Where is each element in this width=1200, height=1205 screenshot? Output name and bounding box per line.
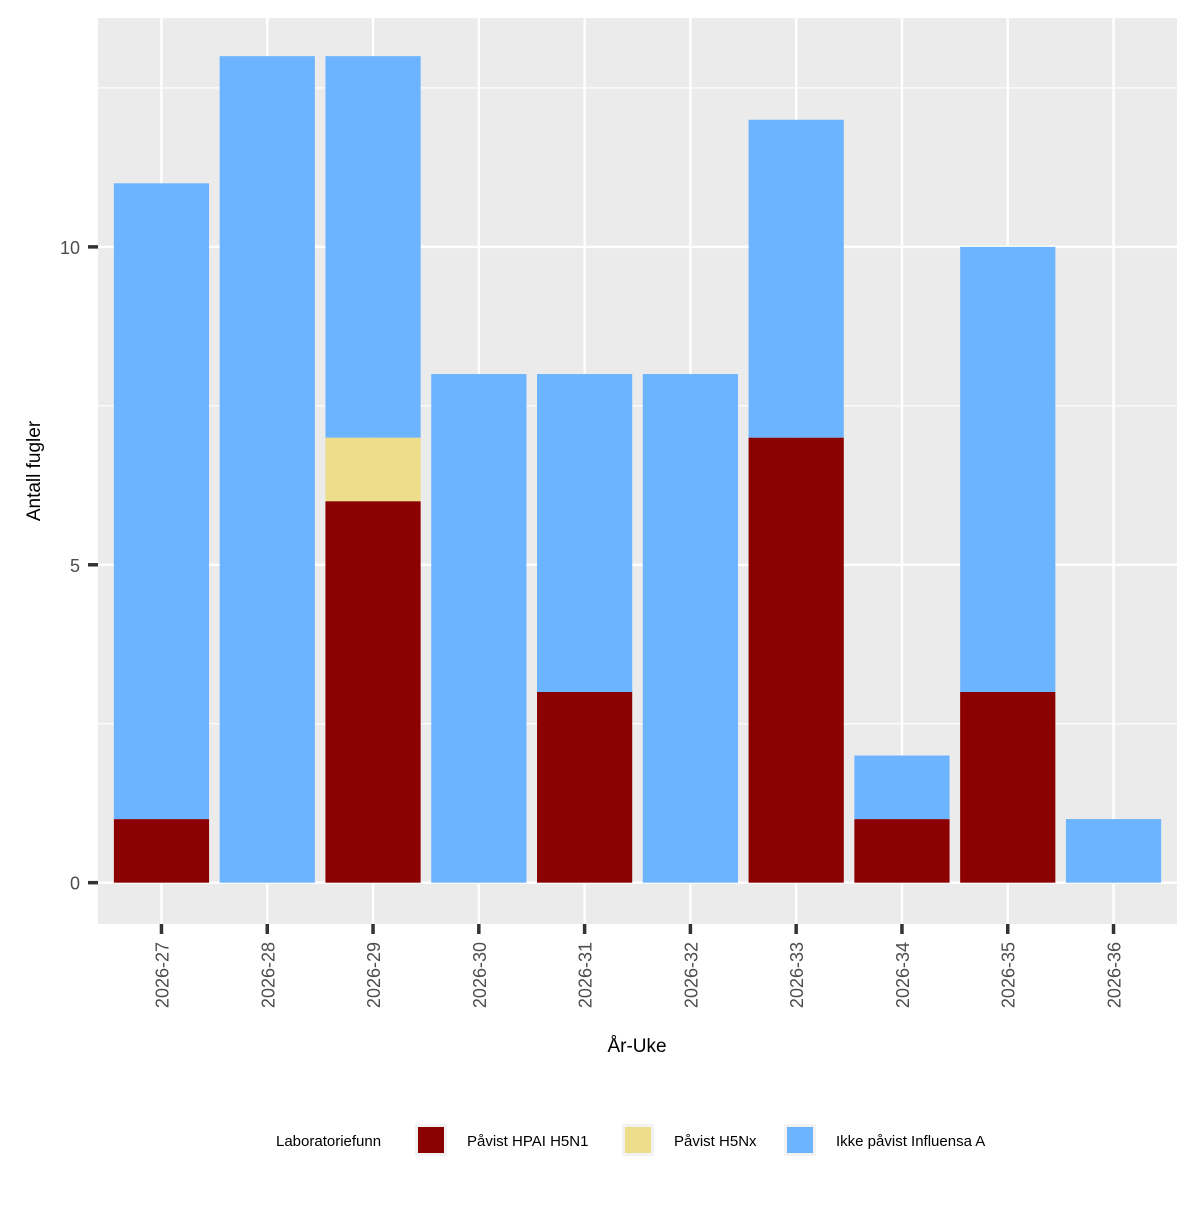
bar-segment-2026-36-series-2 xyxy=(1065,819,1162,883)
bar-segment-2026-28-series-2 xyxy=(219,56,315,883)
bar-segment-2026-33-series-0 xyxy=(748,437,844,883)
x-axis: 2026-27 2026-28 2026-29 2026-30 2026-31 2026-… xyxy=(152,924,1125,1008)
bar-segment-2026-29-series-2 xyxy=(325,56,421,438)
bar-segment-2026-33-series-2 xyxy=(748,119,844,438)
x-tick-label: 2026-29 xyxy=(364,942,384,1008)
x-tick-label: 2026-33 xyxy=(787,942,807,1008)
bars xyxy=(113,56,1162,883)
bar-segment-2026-31-series-2 xyxy=(537,374,633,692)
bar-segment-2026-27-series-2 xyxy=(113,183,210,820)
bar-segment-2026-35-series-0 xyxy=(960,691,1056,883)
legend-swatch-2 xyxy=(787,1127,813,1153)
bar-segment-2026-30-series-2 xyxy=(431,374,527,883)
bar-segment-2026-32-series-2 xyxy=(642,374,738,883)
x-tick-label: 2026-27 xyxy=(152,942,172,1008)
y-tick-label: 5 xyxy=(70,556,80,576)
bar-segment-2026-31-series-0 xyxy=(537,691,633,883)
x-tick-label: 2026-36 xyxy=(1105,942,1125,1008)
y-axis: 0 5 10 xyxy=(60,238,98,894)
x-tick-label: 2026-32 xyxy=(681,942,701,1008)
legend-label-1: Påvist H5Nx xyxy=(674,1133,757,1150)
bar-segment-2026-35-series-2 xyxy=(960,246,1056,692)
x-tick-label: 2026-30 xyxy=(470,942,490,1008)
x-tick-label: 2026-35 xyxy=(999,942,1019,1008)
y-tick-label: 10 xyxy=(60,238,80,258)
legend: Laboratoriefunn Påvist HPAI H5N1 Påvist H… xyxy=(276,1124,985,1156)
x-tick-label: 2026-28 xyxy=(258,942,278,1008)
y-tick-label: 0 xyxy=(70,874,80,894)
legend-label-0: Påvist HPAI H5N1 xyxy=(467,1133,588,1150)
legend-title: Laboratoriefunn xyxy=(276,1133,381,1150)
bar-segment-2026-34-series-2 xyxy=(854,755,950,820)
bar-segment-2026-34-series-0 xyxy=(854,819,950,883)
legend-swatch-1 xyxy=(625,1127,651,1153)
bar-segment-2026-29-series-1 xyxy=(325,437,421,502)
x-axis-title: År-Uke xyxy=(607,1036,666,1057)
x-tick-label: 2026-34 xyxy=(893,942,913,1008)
bar-segment-2026-27-series-0 xyxy=(113,819,210,883)
x-tick-label: 2026-31 xyxy=(576,942,596,1008)
y-axis-title: Antall fugler xyxy=(24,420,45,521)
legend-label-2: Ikke påvist Influensa A xyxy=(836,1133,985,1150)
legend-swatch-0 xyxy=(418,1127,444,1153)
bar-segment-2026-29-series-0 xyxy=(325,501,421,883)
